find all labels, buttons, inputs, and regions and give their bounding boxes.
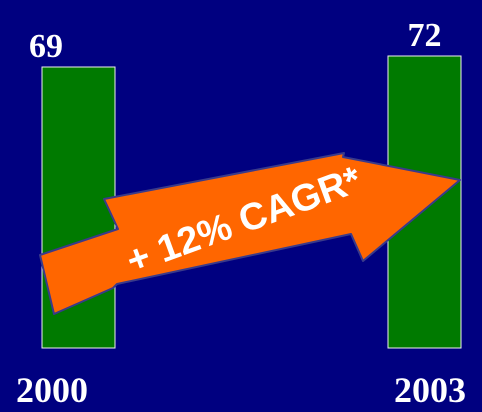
value-label-2000: 69 (29, 28, 63, 65)
cagr-arrow-shape (39, 152, 461, 315)
value-label-2003: 72 (408, 17, 442, 54)
category-label-2003: 2003 (394, 370, 466, 410)
category-label-2000: 2000 (16, 370, 88, 410)
category-labels-group: 2000 2003 (16, 370, 466, 410)
value-labels-group: 69 72 (29, 17, 442, 65)
